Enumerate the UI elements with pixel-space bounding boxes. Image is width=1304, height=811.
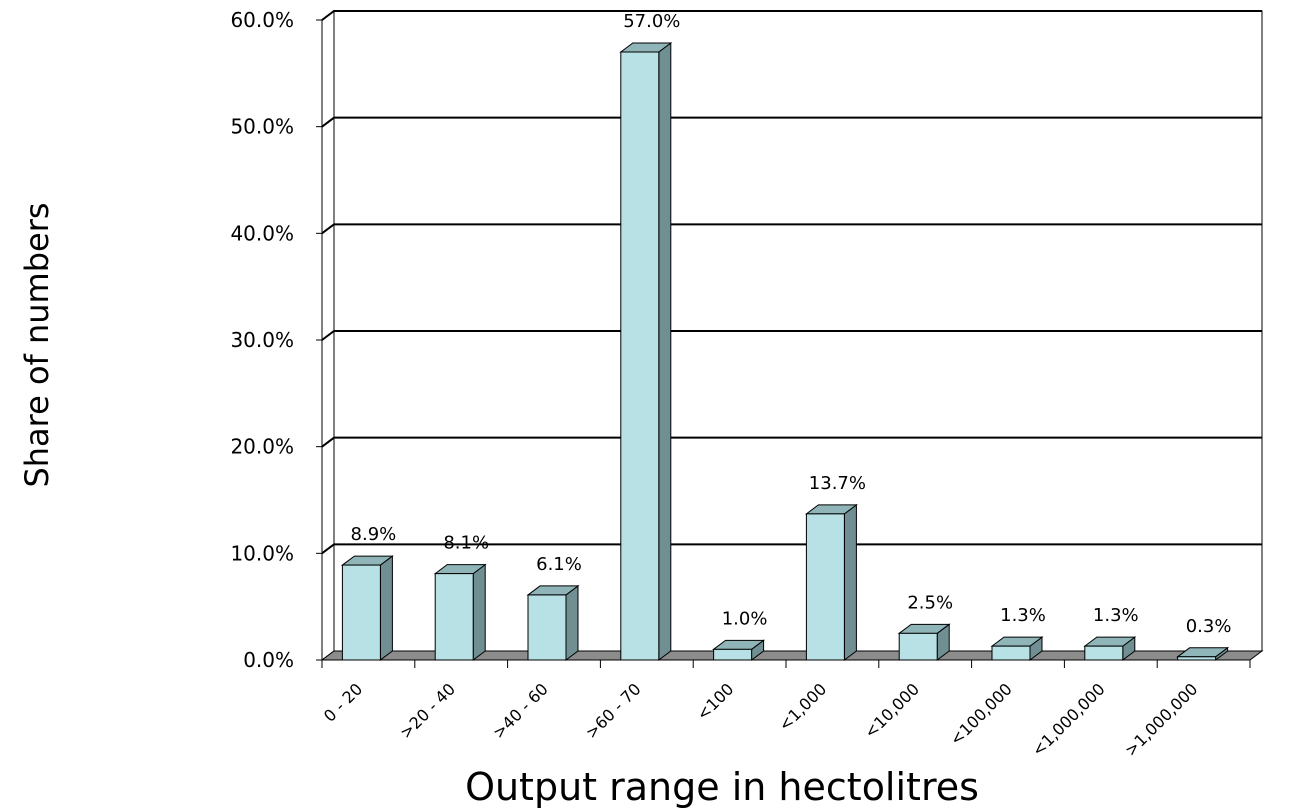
- y-tick-label: 20.0%: [230, 435, 294, 459]
- bar-front: [713, 648, 753, 661]
- x-tick-label: <10,000: [861, 679, 924, 742]
- x-axis-title: Output range in hectolitres: [465, 765, 979, 809]
- gridline: [321, 330, 1262, 341]
- x-tick-label: >60 - 70: [582, 679, 645, 742]
- x-tick-label: <100,000: [946, 679, 1016, 749]
- x-axis-labels: 0 - 20 >20 - 40 >40 - 60 >60 - 70 <100 <1,000…: [320, 660, 1251, 760]
- bar-front: [1177, 656, 1217, 661]
- gridline: [321, 116, 1262, 128]
- y-tick-label: 50.0%: [230, 115, 294, 139]
- bars: [340, 42, 1230, 661]
- x-tick-label: >20 - 40: [396, 679, 459, 742]
- y-axis-title: Share of numbers: [18, 202, 56, 487]
- x-tick-label: <1,000: [775, 679, 830, 734]
- gridline: [321, 436, 1262, 448]
- x-tick-label: >1,000,000: [1121, 679, 1201, 759]
- bar-side: [565, 584, 579, 661]
- bar: [1176, 646, 1230, 661]
- bar-front: [1084, 645, 1124, 661]
- bar-front: [434, 573, 474, 661]
- chart-walls: [321, 10, 1263, 661]
- data-label: 0.3%: [1186, 616, 1232, 637]
- bar: [526, 584, 580, 661]
- data-labels: 8.9% 8.1% 6.1% 57.0% 1.0% 13.7% 2.5% 1.3% 1.3% 0.…: [351, 11, 1232, 637]
- bar-front: [620, 51, 660, 661]
- y-tick-label: 60.0%: [230, 8, 294, 32]
- gridline: [321, 223, 1262, 235]
- bar: [433, 563, 487, 661]
- y-tick-label: 0.0%: [243, 648, 294, 672]
- x-tick-label: >40 - 60: [489, 679, 552, 742]
- bar: [897, 623, 951, 661]
- bar: [1083, 636, 1137, 661]
- bar: [340, 555, 394, 661]
- data-label: 13.7%: [809, 473, 866, 494]
- gridline: [321, 543, 1262, 555]
- bar: [619, 42, 673, 661]
- data-label: 1.3%: [1000, 605, 1046, 626]
- bar-side: [843, 503, 857, 661]
- bar: [990, 636, 1044, 661]
- data-label: 8.1%: [443, 533, 489, 554]
- y-tick-label: 10.0%: [230, 541, 294, 565]
- bar-side: [472, 563, 486, 661]
- bar-front: [898, 632, 938, 661]
- bar-side: [379, 555, 393, 661]
- bar: [712, 639, 766, 661]
- bar-front: [805, 513, 845, 661]
- x-tick-label: <1,000,000: [1028, 679, 1108, 759]
- bar-front: [341, 564, 381, 661]
- bar-front: [527, 594, 567, 661]
- y-axis-ticks: 0.0% 10.0% 20.0% 30.0% 40.0% 50.0% 60.0%: [230, 8, 323, 672]
- y-tick-label: 40.0%: [230, 221, 294, 245]
- x-tick-label: 0 - 20: [320, 679, 366, 725]
- gridline: [321, 10, 1262, 21]
- data-label: 2.5%: [907, 592, 953, 613]
- bar-side: [658, 42, 672, 661]
- data-label: 57.0%: [623, 11, 680, 32]
- data-label: 8.9%: [351, 524, 397, 545]
- bar: [804, 503, 858, 661]
- data-label: 1.3%: [1093, 605, 1139, 626]
- data-label: 1.0%: [722, 608, 768, 629]
- bar-front: [991, 645, 1031, 661]
- data-label: 6.1%: [536, 554, 582, 575]
- x-tick-label: <100: [693, 679, 738, 724]
- y-tick-label: 30.0%: [230, 328, 294, 352]
- gridlines: [321, 10, 1262, 555]
